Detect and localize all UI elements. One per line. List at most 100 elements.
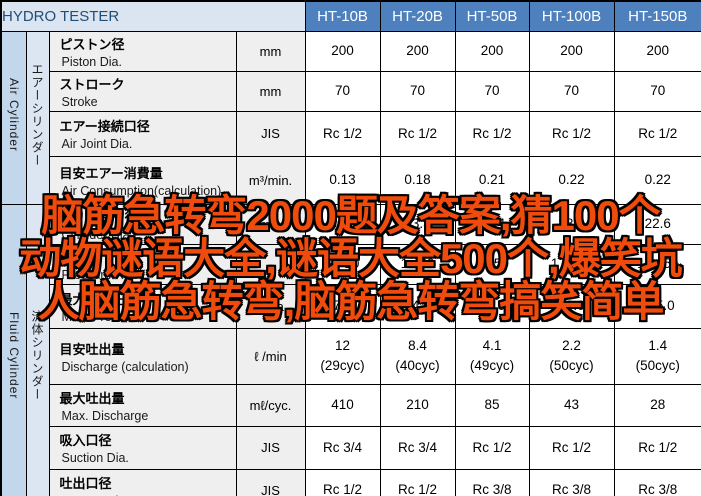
table-row: 最大吐出量 Max. Discharge mℓ/cyc. 410 210 85 … <box>1 383 701 427</box>
spec-label-jp: ピストン径 <box>59 36 125 52</box>
section-label-jp: エアーシリンダー <box>30 63 44 167</box>
spec-label-jp: 吸入口径 <box>59 433 112 448</box>
unit-cell: JIS <box>235 425 306 470</box>
spec-label-discharge: 目安吐出量 Discharge (calculation) <box>48 327 237 385</box>
table-row: 目安エアー消費量 Air Consumption(calculation) m³… <box>1 155 701 205</box>
unit-cell: MPa <box>235 283 306 329</box>
column-header-ht20b: HT-20B <box>379 0 456 32</box>
value-cell: 0.22 <box>613 155 701 205</box>
spec-label-jp: エアー接続口径 <box>59 119 150 134</box>
unit-cell: mm <box>235 203 306 245</box>
table-row: 吸入口径 Suction Dia. JIS Rc 3/4 Rc 3/4 Rc 1… <box>1 425 701 470</box>
header-row: HYDRO TESTER HT-10B HT-20B HT-50B HT-100… <box>0 0 701 32</box>
value-cell: Rc 3/8 <box>528 468 615 496</box>
spec-label-en: Stroke <box>61 94 98 109</box>
spec-label-jp: 最大吐出量 <box>59 390 125 406</box>
value-cell: 28.2 <box>528 203 615 245</box>
column-header-ht150b: HT-150B <box>613 0 701 32</box>
value-cell: 70.0 <box>528 283 615 329</box>
value-cell: Rc 3/8 <box>613 468 701 496</box>
value-cell: 7.0 <box>304 283 381 329</box>
value-cell: 210 <box>379 383 456 427</box>
page-title: HYDRO TESTER <box>0 0 306 32</box>
value-cell: 14.0 <box>379 283 456 329</box>
value-cell: 4.1 (49cyc) <box>454 327 530 385</box>
value-cell: Rc 3/4 <box>304 425 381 470</box>
value-cell: 43 <box>528 383 615 427</box>
table-row: 最大吐出圧力 Max. Pressure MPa 7.0 14.0 35.0 7… <box>1 283 701 329</box>
column-header-ht50b: HT-50B <box>454 0 530 32</box>
section-air-cylinder-jp: エアーシリンダー <box>25 30 50 205</box>
spec-label-en: Air Joint Dia. <box>61 137 133 151</box>
table-row: 吐出口径 Out-put Dia. JIS Rc 1/2 Rc 1/2 Rc 3… <box>1 468 701 496</box>
unit-cell <box>235 243 306 285</box>
value-cell: Rc 1/2 <box>454 110 530 157</box>
section-fluid-cylinder-en: Fluid Cylinder <box>0 203 27 496</box>
value-cell: Rc 1/2 <box>613 110 701 157</box>
value-cell: 12 (29cyc) <box>304 327 381 385</box>
value-cell: 0.18 <box>379 155 456 205</box>
table-row: 増圧比 Pressure Ratio 1 : 10 1 : 20 1 : 50 … <box>1 243 701 285</box>
value-cell: 70 <box>613 70 701 112</box>
spec-label-stroke: ストローク Stroke <box>48 70 237 112</box>
spec-label-jp: 増圧比 <box>59 249 99 265</box>
table-row: エアー接続口径 Air Joint Dia. JIS Rc 1/2 Rc 1/2… <box>1 110 701 157</box>
unit-cell: mm <box>235 30 306 72</box>
section-label-jp: 流体シリンダー <box>30 309 44 401</box>
spec-label-jp: 吐出口径 <box>59 475 112 491</box>
unit-cell: m³/min. <box>235 155 306 205</box>
value-cell: Rc 1/2 <box>528 110 615 157</box>
value-cell: 0.22 <box>528 155 615 205</box>
column-header-ht10b: HT-10B <box>304 0 381 32</box>
spec-label-en: Out-put Dia. <box>50 493 235 496</box>
spec-label-en: Discharge (calculation) <box>61 359 189 374</box>
value-cell: 86.8 <box>304 203 381 245</box>
spec-label-air-joint-dia: エアー接続口径 Air Joint Dia. <box>48 110 237 157</box>
spec-label-jp: シリンダー径 <box>59 209 138 225</box>
section-label-en: Air Cylinder <box>6 77 21 152</box>
spec-label-en: Cylinder Dia. <box>61 227 134 242</box>
spec-label-en: Air Consumption(calculation) <box>61 183 222 198</box>
value-cell: 85 <box>454 383 530 427</box>
spec-label-air-consumption: 目安エアー消費量 Air Consumption(calculation) <box>48 155 237 205</box>
value-cell: 28 <box>613 383 701 427</box>
spec-label-suction-dia: 吸入口径 Suction Dia. <box>48 425 237 470</box>
spec-label-en: Max. Discharge <box>61 408 149 423</box>
value-cell: 0.21 <box>454 155 530 205</box>
value-cell: Rc 1/2 <box>528 425 615 470</box>
value-cell: 70 <box>379 70 456 112</box>
table-row: ストローク Stroke mm 70 70 70 70 70 <box>1 70 701 112</box>
value-cell: 1 : 20 <box>379 243 456 285</box>
spec-label-jp: 目安吐出量 <box>59 341 125 357</box>
spec-label-cylinder-dia: シリンダー径 Cylinder Dia. <box>48 203 237 245</box>
value-cell: Rc 1/2 <box>379 468 456 496</box>
unit-cell: mm <box>235 70 306 112</box>
value-cell: 1 : 100 <box>528 243 615 285</box>
column-header-ht100b: HT-100B <box>528 0 615 32</box>
value-cell: 22.6 <box>613 203 701 245</box>
unit-cell: mℓ/cyc. <box>235 383 306 427</box>
spec-label-en: Max. Pressure <box>61 309 143 324</box>
value-cell: 200 <box>528 30 615 72</box>
value-cell: 1 : 10 <box>304 243 381 285</box>
value-cell: 0.13 <box>304 155 381 205</box>
value-cell: Rc 1/2 <box>613 425 701 470</box>
table-row: Fluid Cylinder 流体シリンダー シリンダー径 Cylinder D… <box>0 203 701 496</box>
value-cell: 105.0 <box>613 283 701 329</box>
spec-label-en: Piston Dia. <box>61 54 122 69</box>
value-cell: 35.0 <box>454 283 530 329</box>
value-cell: 70 <box>454 70 530 112</box>
section-air-cylinder-en: Air Cylinder <box>0 30 27 205</box>
value-cell: 70 <box>304 70 381 112</box>
unit-cell: ℓ /min <box>235 327 306 385</box>
value-cell: 1.4 (50cyc) <box>613 327 701 385</box>
value-cell: 200 <box>379 30 456 72</box>
value-cell: Rc 3/8 <box>454 468 530 496</box>
unit-cell: JIS <box>235 468 306 496</box>
spec-label-en: Pressure Ratio <box>61 267 145 282</box>
value-cell: 70 <box>528 70 615 112</box>
table-row: Air Cylinder エアーシリンダー ピストン径 Piston Dia. … <box>0 30 701 205</box>
value-cell: Rc 1/2 <box>379 110 456 157</box>
